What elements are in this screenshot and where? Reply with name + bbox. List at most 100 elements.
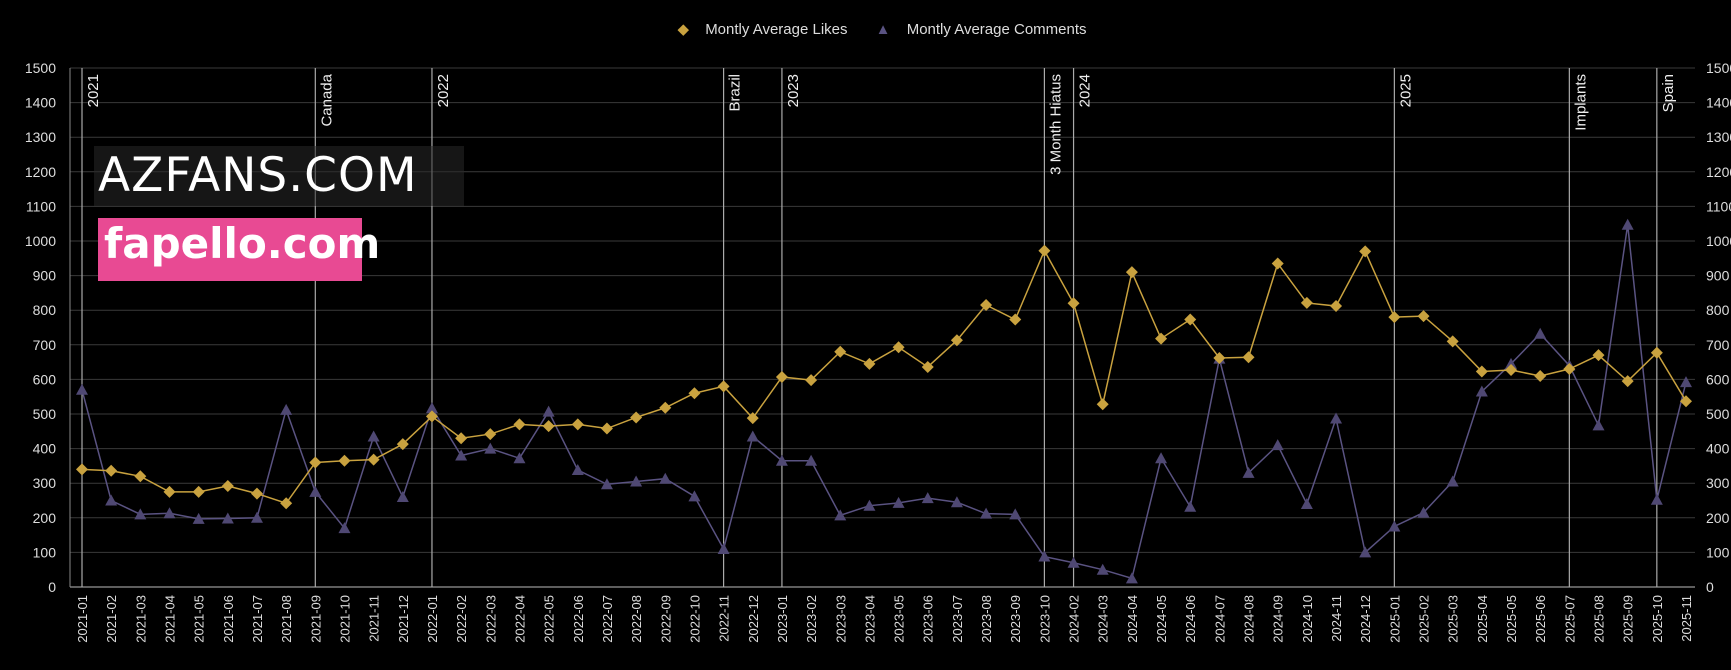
x-tick-label: 2021-04 — [162, 595, 177, 643]
legend: ◆ Montly Average Likes ▲ Montly Average … — [0, 20, 1731, 38]
x-tick-label: 2024-05 — [1154, 595, 1169, 643]
likes-point — [338, 454, 351, 467]
x-tick-label: 2021-03 — [133, 595, 148, 643]
likes-point — [1505, 364, 1518, 377]
x-tick-label: 2022-05 — [542, 595, 557, 643]
comments-point — [396, 491, 409, 503]
comments-point — [484, 442, 497, 454]
x-tick-label: 2023-01 — [775, 595, 790, 643]
comments-point — [805, 454, 818, 466]
comments-point — [250, 511, 263, 523]
x-tick-label: 2023-04 — [862, 595, 877, 643]
y-tick-label-left: 800 — [33, 302, 57, 318]
y-tick-label-left: 1300 — [25, 129, 56, 145]
comments-point — [1621, 218, 1634, 230]
x-tick-label: 2025-09 — [1621, 595, 1636, 643]
comments-point — [834, 509, 847, 521]
likes-point — [659, 401, 672, 414]
y-tick-label-right: 100 — [1706, 544, 1730, 560]
annotation-label: Implants — [1572, 74, 1589, 131]
comments-point — [659, 472, 672, 484]
x-tick-label: 2025-08 — [1592, 595, 1607, 643]
x-tick-label: 2022-12 — [746, 595, 761, 643]
comments-point — [513, 452, 526, 464]
likes-point — [542, 420, 555, 433]
diamond-icon: ◆ — [677, 21, 690, 38]
likes-point — [309, 456, 322, 469]
comments-point — [1038, 550, 1051, 562]
comments-point — [367, 430, 380, 442]
comments-point — [1271, 439, 1284, 451]
comments-point — [630, 475, 643, 487]
comments-point — [921, 492, 934, 504]
likes-point — [192, 485, 205, 498]
likes-point — [1475, 365, 1488, 378]
x-tick-label: 2025-03 — [1446, 595, 1461, 643]
y-tick-label-left: 1000 — [25, 233, 56, 249]
comments-point — [1096, 563, 1109, 575]
likes-point — [1096, 398, 1109, 411]
x-tick-label: 2022-04 — [512, 595, 527, 643]
likes-line — [81, 248, 1687, 505]
x-tick-label: 2023-08 — [979, 595, 994, 643]
y-tick-label-right: 200 — [1706, 510, 1730, 526]
x-tick-label: 2023-10 — [1037, 595, 1052, 643]
y-tick-label-right: 600 — [1706, 371, 1730, 387]
likes-point — [1592, 349, 1605, 362]
x-tick-label: 2024-06 — [1183, 595, 1198, 643]
comments-line — [81, 224, 1687, 580]
likes-point — [717, 380, 730, 393]
legend-likes-label: Montly Average Likes — [705, 21, 848, 38]
y-tick-label-right: 1000 — [1706, 233, 1731, 249]
comments-point — [1242, 466, 1255, 478]
x-tick-label: 2025-06 — [1533, 595, 1548, 643]
x-tick-label: 2023-07 — [950, 595, 965, 643]
legend-likes[interactable]: ◆ Montly Average Likes — [671, 21, 853, 38]
x-tick-label: 2025-02 — [1417, 595, 1432, 643]
likes-point — [1680, 395, 1692, 408]
likes-point — [571, 418, 584, 431]
fapello-watermark: fapello.com — [104, 219, 381, 268]
x-tick-label: 2021-08 — [279, 595, 294, 643]
comments-point — [1650, 493, 1663, 505]
x-tick-label: 2021-07 — [250, 595, 265, 643]
comments-point — [1330, 412, 1343, 424]
likes-point — [425, 410, 438, 423]
comments-point — [950, 496, 963, 508]
likes-point — [134, 470, 147, 483]
x-tick-label: 2025-10 — [1650, 595, 1665, 643]
likes-point — [980, 299, 993, 312]
y-tick-label-right: 1100 — [1706, 198, 1731, 214]
x-tick-label: 2025-07 — [1562, 595, 1577, 643]
x-tick-label: 2025-11 — [1679, 595, 1694, 642]
likes-point — [250, 487, 263, 500]
x-tick-label: 2023-02 — [804, 595, 819, 643]
y-tick-label-right: 500 — [1706, 406, 1730, 422]
comments-point — [1300, 497, 1313, 509]
legend-comments[interactable]: ▲ Montly Average Comments — [870, 21, 1093, 38]
x-tick-label: 2024-08 — [1242, 595, 1257, 643]
annotation-label: 2024 — [1077, 74, 1094, 107]
comments-point — [1184, 500, 1197, 512]
comments-point — [338, 522, 351, 534]
likes-point — [1067, 297, 1080, 310]
likes-point — [1213, 351, 1226, 364]
comments-point — [1388, 520, 1401, 532]
comments-point — [1155, 452, 1168, 464]
comments-point — [863, 499, 876, 511]
x-tick-label: 2022-10 — [687, 595, 702, 643]
comments-point — [542, 405, 555, 417]
comments-point — [455, 449, 468, 461]
y-tick-label-right: 800 — [1706, 302, 1730, 318]
likes-point — [163, 485, 176, 498]
comments-point — [1009, 508, 1022, 520]
comments-point — [1125, 572, 1138, 584]
y-tick-label-right: 1300 — [1706, 129, 1731, 145]
annotation-label: 2025 — [1397, 74, 1414, 107]
comments-point — [134, 508, 147, 520]
likes-point — [921, 360, 934, 373]
likes-point — [1621, 375, 1634, 388]
comments-point — [309, 485, 322, 497]
likes-point — [367, 453, 380, 466]
annotation-label: Brazil — [727, 74, 744, 112]
